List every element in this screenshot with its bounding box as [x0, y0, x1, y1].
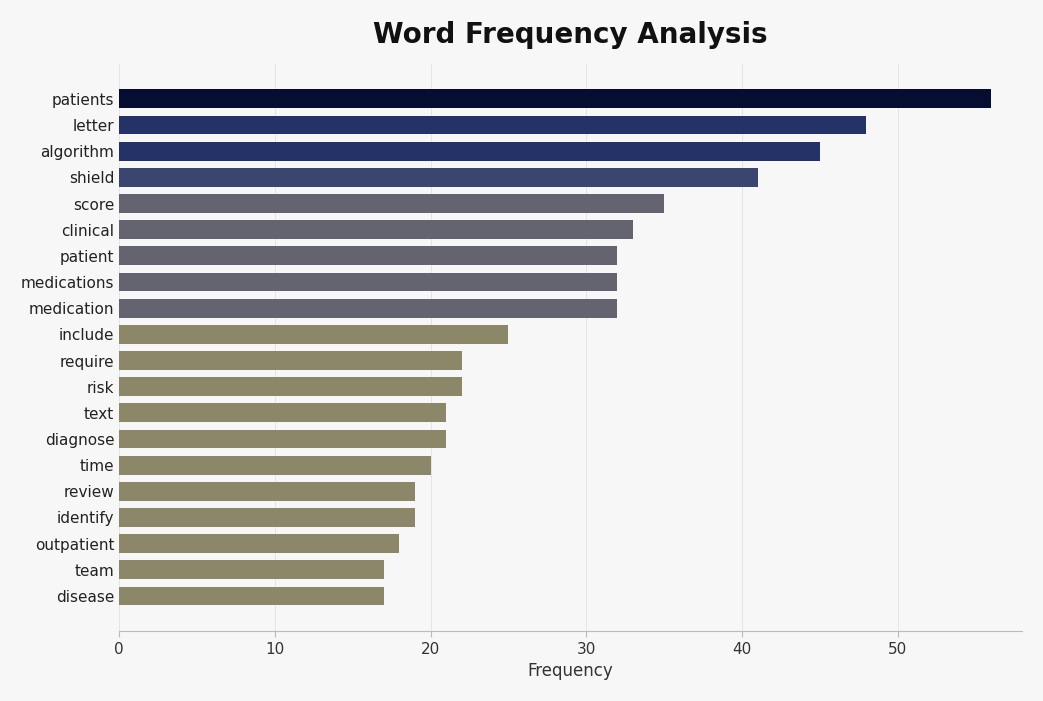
Bar: [119, 142, 820, 161]
Bar: [119, 325, 508, 343]
Bar: [119, 220, 633, 239]
Bar: [119, 430, 446, 449]
Bar: [119, 508, 415, 527]
Bar: [119, 90, 991, 108]
Bar: [119, 116, 867, 135]
Title: Word Frequency Analysis: Word Frequency Analysis: [373, 21, 768, 49]
Bar: [119, 560, 384, 579]
Bar: [119, 534, 399, 553]
Bar: [119, 168, 757, 186]
Bar: [119, 587, 384, 606]
Bar: [119, 482, 415, 501]
Bar: [119, 403, 446, 422]
Bar: [119, 456, 431, 475]
Bar: [119, 299, 617, 318]
Bar: [119, 351, 462, 370]
X-axis label: Frequency: Frequency: [528, 662, 613, 680]
Bar: [119, 377, 462, 396]
Bar: [119, 194, 664, 213]
Bar: [119, 247, 617, 265]
Bar: [119, 273, 617, 292]
